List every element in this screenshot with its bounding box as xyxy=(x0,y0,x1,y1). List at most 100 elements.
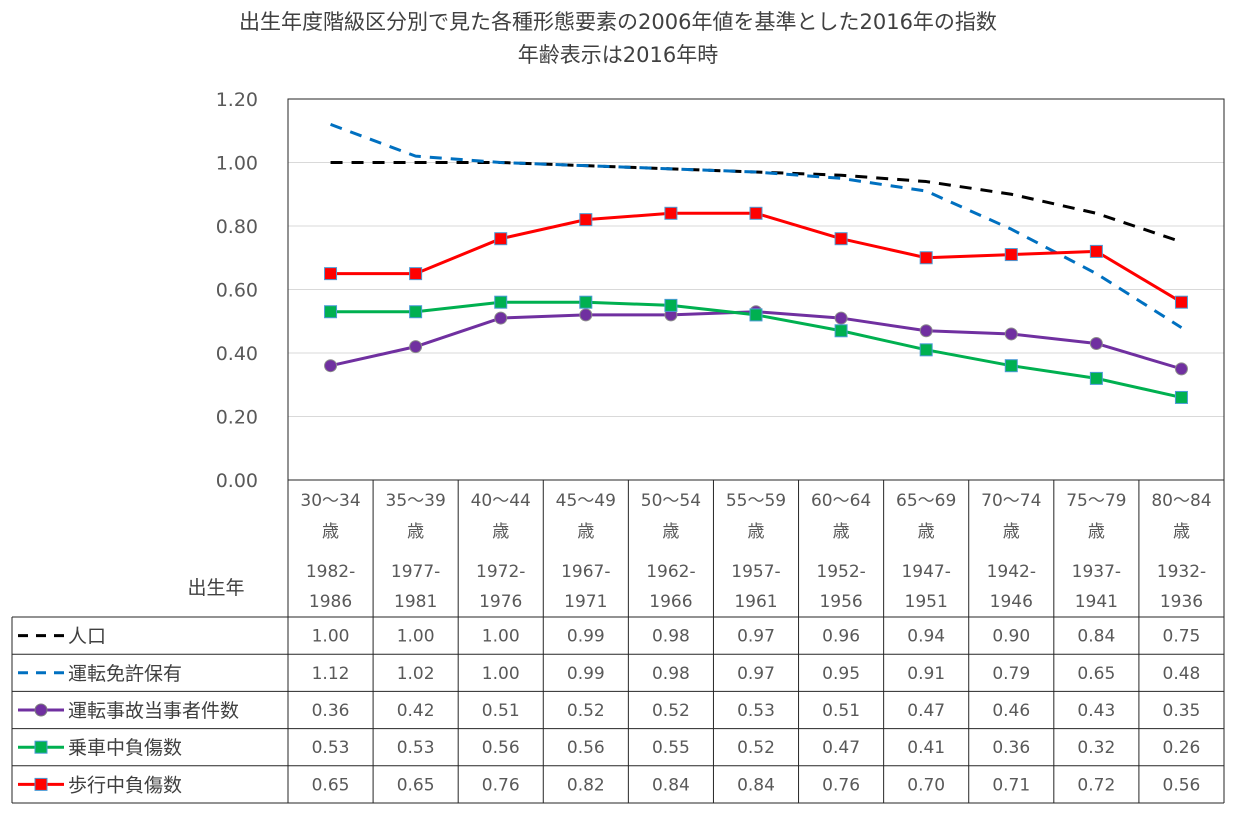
table-cell-value: 1.00 xyxy=(482,627,520,647)
category-years-a-label: 1967- xyxy=(561,562,610,582)
data-point-marker xyxy=(579,213,593,227)
category-age-label: 65～69 xyxy=(896,491,956,511)
table-cell-value: 1.00 xyxy=(482,664,520,684)
category-years-b-label: 1986 xyxy=(309,592,352,612)
category-unit-label: 歳 xyxy=(577,522,594,542)
y-tick-label: 0.20 xyxy=(216,407,258,429)
legend-label: 乗車中負傷数 xyxy=(68,737,182,759)
table-cell-value: 0.82 xyxy=(567,775,605,795)
category-years-a-label: 1947- xyxy=(901,562,950,582)
legend-label: 運転事故当事者件数 xyxy=(68,700,239,722)
category-years-b-label: 1976 xyxy=(479,592,522,612)
table-cell-value: 0.53 xyxy=(312,738,350,758)
table-cell-value: 0.52 xyxy=(652,701,690,721)
category-unit-label: 歳 xyxy=(833,522,850,542)
legend-square-marker xyxy=(34,740,48,754)
table-cell-value: 0.51 xyxy=(482,701,520,721)
category-age-label: 35～39 xyxy=(386,491,446,511)
category-years-a-label: 1932- xyxy=(1157,562,1206,582)
table-cell-value: 0.98 xyxy=(652,664,690,684)
category-unit-label: 歳 xyxy=(918,522,935,542)
table-cell-value: 1.02 xyxy=(397,664,435,684)
data-point-marker xyxy=(409,340,423,354)
category-years-b-label: 1936 xyxy=(1160,592,1203,612)
category-age-label: 50～54 xyxy=(641,491,701,511)
data-point-marker xyxy=(1089,371,1103,385)
y-tick-label: 1.00 xyxy=(216,153,258,175)
legend-label: 歩行中負傷数 xyxy=(68,774,182,796)
category-age-label: 45～49 xyxy=(556,491,616,511)
category-years-b-label: 1971 xyxy=(564,592,607,612)
legend-key xyxy=(18,777,64,791)
data-point-marker xyxy=(664,298,678,312)
series-line-4 xyxy=(330,211,1183,304)
table-cell-value: 0.46 xyxy=(992,701,1030,721)
table-cell-value: 0.53 xyxy=(737,701,775,721)
category-years-a-label: 1962- xyxy=(646,562,695,582)
y-tick-label: 1.20 xyxy=(216,89,258,111)
category-unit-label: 歳 xyxy=(1003,522,1020,542)
y-tick-label: 0.60 xyxy=(216,280,258,302)
data-point-marker xyxy=(1089,244,1103,258)
data-point-marker xyxy=(834,232,848,246)
data-point-marker xyxy=(324,267,338,281)
table-cell-value: 0.97 xyxy=(737,664,775,684)
data-point-marker xyxy=(834,311,848,325)
category-years-b-label: 1961 xyxy=(734,592,777,612)
table-cell-value: 0.26 xyxy=(1163,738,1201,758)
data-point-marker xyxy=(579,308,593,322)
legend-key xyxy=(18,703,64,717)
data-point-marker xyxy=(919,343,933,357)
data-point-marker xyxy=(1089,336,1103,350)
table-cell-value: 0.65 xyxy=(312,775,350,795)
table-cell-value: 0.43 xyxy=(1077,701,1115,721)
category-years-a-label: 1982- xyxy=(306,562,355,582)
table-cell-value: 1.12 xyxy=(312,664,350,684)
category-unit-label: 歳 xyxy=(748,522,765,542)
table-cell-value: 0.76 xyxy=(482,775,520,795)
category-unit-label: 歳 xyxy=(1088,522,1105,542)
category-years-a-label: 1942- xyxy=(987,562,1036,582)
table-cell-value: 0.84 xyxy=(652,775,690,795)
table-cell-value: 0.91 xyxy=(907,664,945,684)
birth-year-label: 出生年 xyxy=(187,577,244,599)
category-unit-label: 歳 xyxy=(492,522,509,542)
table-cell-value: 0.70 xyxy=(907,775,945,795)
data-point-marker xyxy=(1004,248,1018,262)
category-unit-label: 歳 xyxy=(322,522,339,542)
category-years-a-label: 1937- xyxy=(1072,562,1121,582)
table-cell-value: 0.94 xyxy=(907,627,945,647)
table-cell-value: 0.56 xyxy=(567,738,605,758)
legend-label: 運転免許保有 xyxy=(68,663,182,685)
series-lines xyxy=(324,122,1188,404)
y-tick-label: 0.00 xyxy=(216,470,258,492)
data-point-marker xyxy=(494,295,508,309)
table-cell-value: 0.52 xyxy=(737,738,775,758)
table-cell-value: 0.51 xyxy=(822,701,860,721)
data-point-marker xyxy=(1004,359,1018,373)
data-point-marker xyxy=(919,251,933,265)
data-point-marker xyxy=(579,295,593,309)
category-age-label: 55～59 xyxy=(726,491,786,511)
table-cell-value: 0.53 xyxy=(397,738,435,758)
category-age-label: 75～79 xyxy=(1066,491,1126,511)
table-cell-value: 0.36 xyxy=(312,701,350,721)
table-cell-value: 0.55 xyxy=(652,738,690,758)
table-cell-value: 0.71 xyxy=(992,775,1030,795)
table-cell-value: 0.56 xyxy=(482,738,520,758)
data-point-marker xyxy=(494,311,508,325)
table-cell-value: 0.41 xyxy=(907,738,945,758)
table-cell-value: 0.36 xyxy=(992,738,1030,758)
data-point-marker xyxy=(324,359,338,373)
y-tick-label: 0.40 xyxy=(216,343,258,365)
table-cell-value: 0.35 xyxy=(1163,701,1201,721)
y-axis-ticks: 0.00 0.20 0.40 0.60 0.80 1.00 1.20 xyxy=(216,89,258,492)
category-years-a-label: 1977- xyxy=(391,562,440,582)
category-years-b-label: 1966 xyxy=(649,592,692,612)
data-point-marker xyxy=(1174,295,1188,309)
table-cell-value: 0.65 xyxy=(1077,664,1115,684)
table-cell-value: 0.75 xyxy=(1163,627,1201,647)
table-cell-value: 1.00 xyxy=(312,627,350,647)
category-years-b-label: 1946 xyxy=(990,592,1033,612)
category-years-b-label: 1956 xyxy=(819,592,862,612)
